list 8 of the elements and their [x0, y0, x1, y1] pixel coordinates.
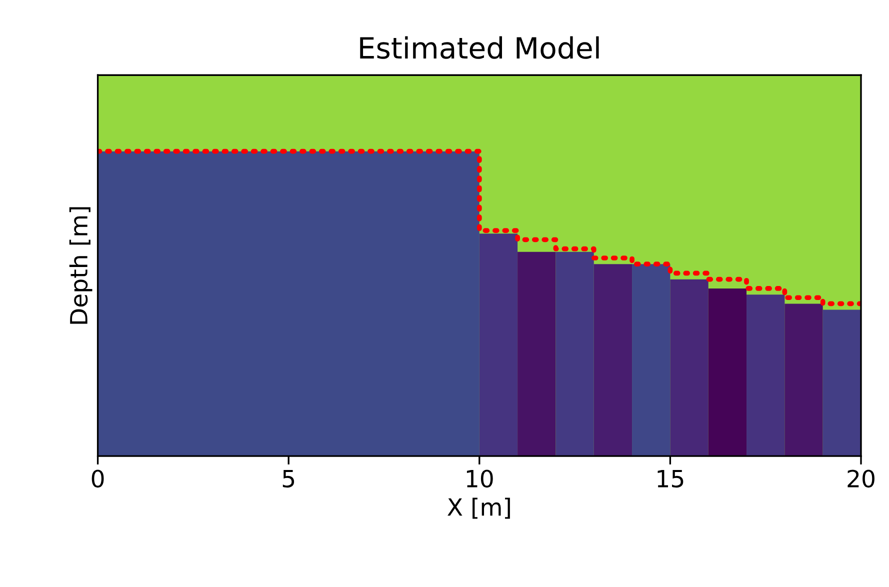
x-tick-label: 15: [658, 470, 684, 488]
x-tick-label: 0: [92, 470, 104, 488]
x-tick-label: 10: [466, 470, 493, 488]
chart-title: Estimated Model: [360, 36, 599, 59]
x-tick-label: 5: [282, 470, 294, 488]
x-tick-label: 20: [848, 470, 874, 488]
y-axis-title: Depth [m]: [69, 207, 92, 324]
x-axis-title: X [m]: [448, 498, 510, 519]
